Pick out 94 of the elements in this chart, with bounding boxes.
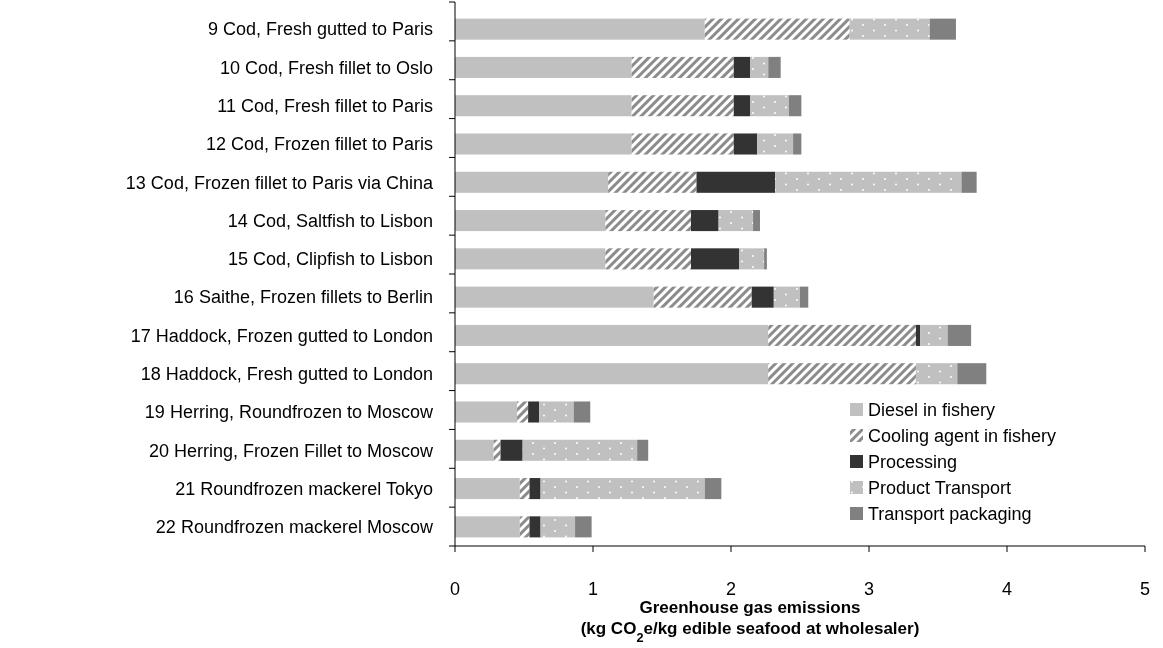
y-tick-label: 22 Roundfrozen mackerel Moscow bbox=[155, 517, 434, 538]
y-tick-label: 14 Cod, Saltfish to Lisbon bbox=[227, 210, 433, 231]
bar bbox=[455, 401, 518, 423]
bar bbox=[920, 324, 948, 346]
bar bbox=[929, 18, 956, 40]
bar bbox=[793, 133, 802, 155]
bar bbox=[455, 286, 654, 308]
bar bbox=[631, 133, 734, 155]
bar bbox=[528, 401, 540, 423]
bar bbox=[455, 363, 769, 385]
bar bbox=[637, 439, 649, 461]
bar bbox=[455, 248, 606, 270]
bar bbox=[768, 324, 916, 346]
bar bbox=[455, 133, 632, 155]
bar bbox=[631, 95, 734, 117]
y-tick-label: 12 Cod, Frozen fillet to Paris bbox=[205, 134, 433, 155]
x-tick-label: 2 bbox=[725, 579, 737, 599]
bar bbox=[947, 324, 972, 346]
bar bbox=[915, 363, 958, 385]
y-tick-label: 21 Roundfrozen mackerel Tokyo bbox=[175, 478, 433, 499]
y-tick-label: 20 Herring, Frozen Fillet to Moscow bbox=[148, 440, 434, 461]
bar bbox=[540, 478, 705, 500]
bar bbox=[500, 439, 523, 461]
bar bbox=[718, 210, 754, 232]
bar bbox=[915, 324, 921, 346]
bar bbox=[704, 478, 722, 500]
bar bbox=[957, 363, 987, 385]
legend-label: Processing bbox=[868, 452, 958, 473]
legend-label: Diesel in fishery bbox=[868, 400, 996, 421]
bar bbox=[455, 56, 632, 78]
bar bbox=[788, 95, 802, 117]
bar bbox=[690, 248, 740, 270]
bar bbox=[455, 478, 520, 500]
bar bbox=[522, 439, 638, 461]
bar bbox=[757, 133, 794, 155]
bar bbox=[540, 516, 576, 538]
bar bbox=[455, 171, 609, 193]
bar bbox=[961, 171, 977, 193]
legend-label: Transport packaging bbox=[868, 504, 1032, 525]
bar bbox=[739, 248, 765, 270]
x-tick-label: 0 bbox=[449, 579, 461, 599]
bar bbox=[768, 363, 916, 385]
bar bbox=[575, 516, 592, 538]
bar bbox=[750, 56, 769, 78]
bar bbox=[455, 324, 769, 346]
bar bbox=[493, 439, 501, 461]
bar bbox=[750, 95, 789, 117]
bar bbox=[773, 286, 800, 308]
y-tick-label: 11 Cod, Fresh fillet to Paris bbox=[217, 96, 433, 117]
bar bbox=[605, 210, 691, 232]
bar bbox=[653, 286, 752, 308]
bar bbox=[455, 516, 520, 538]
bar bbox=[768, 56, 781, 78]
bar bbox=[631, 56, 734, 78]
y-tick-label: 15 Cod, Clipfish to Lisbon bbox=[227, 249, 433, 270]
legend-label: Cooling agent in fishery bbox=[868, 426, 1057, 447]
bar bbox=[608, 171, 697, 193]
y-tick-label: 18 Haddock, Fresh gutted to London bbox=[140, 364, 433, 385]
y-tick-label: 17 Haddock, Frozen gutted to London bbox=[130, 325, 433, 346]
bar bbox=[455, 210, 606, 232]
bar bbox=[519, 478, 530, 500]
bar bbox=[529, 478, 541, 500]
bar bbox=[733, 133, 758, 155]
y-tick-label: 13 Cod, Frozen fillet to Paris via China bbox=[125, 172, 434, 193]
bar bbox=[519, 516, 530, 538]
bar bbox=[517, 401, 529, 423]
bar bbox=[800, 286, 809, 308]
bar bbox=[696, 171, 776, 193]
bar bbox=[455, 18, 705, 40]
bar bbox=[704, 18, 850, 40]
bar bbox=[690, 210, 719, 232]
y-tick-label: 19 Herring, Roundfrozen to Moscow bbox=[144, 402, 434, 423]
x-tick-label: 4 bbox=[1001, 579, 1013, 599]
x-tick-label: 5 bbox=[1139, 579, 1151, 599]
bar bbox=[733, 56, 751, 78]
bar bbox=[455, 439, 494, 461]
bar bbox=[753, 210, 760, 232]
bar bbox=[764, 248, 767, 270]
bar bbox=[539, 401, 574, 423]
x-tick-label: 3 bbox=[863, 579, 875, 599]
bar bbox=[529, 516, 541, 538]
legend-label: Product Transport bbox=[868, 478, 1012, 499]
x-tick-label: 1 bbox=[587, 579, 599, 599]
bar bbox=[775, 171, 962, 193]
y-tick-label: 16 Saithe, Frozen fillets to Berlin bbox=[173, 287, 433, 308]
bar bbox=[605, 248, 691, 270]
bar bbox=[849, 18, 930, 40]
x-axis-title: Greenhouse gas emissions (kg CO$_{2}$e/kg edible seafood at wholesaler) bbox=[580, 598, 920, 645]
bar bbox=[455, 95, 632, 117]
y-tick-label: 9 Cod, Fresh gutted to Paris bbox=[207, 19, 433, 40]
y-tick-label: 10 Cod, Fresh fillet to Oslo bbox=[219, 57, 433, 78]
bar bbox=[573, 401, 591, 423]
bar bbox=[733, 95, 751, 117]
bar bbox=[751, 286, 774, 308]
